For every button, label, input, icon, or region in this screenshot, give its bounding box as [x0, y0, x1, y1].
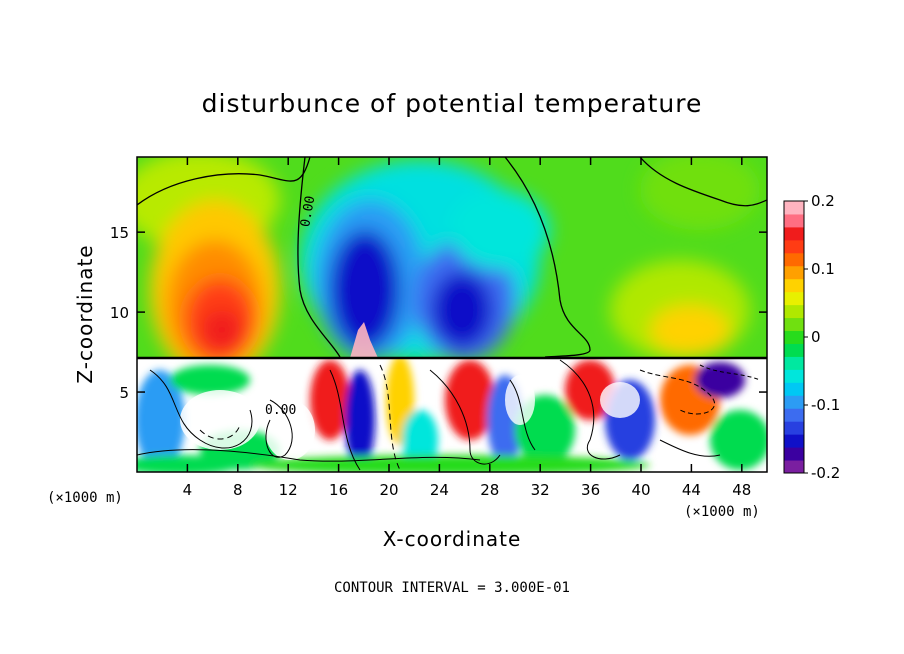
x-tick-label: 4: [183, 481, 193, 499]
colorbar-swatch: [784, 317, 804, 332]
x-tick-label: 20: [379, 481, 398, 499]
lower-contour-label: 0.00: [265, 403, 296, 418]
colorbar-swatch: [784, 265, 804, 280]
upper-field: 0.00: [137, 157, 767, 358]
x-tick-label: 8: [233, 481, 243, 499]
colorbar-swatch: [784, 369, 804, 383]
colorbar-swatch: [784, 356, 804, 370]
colorbar-tick-label: -0.2: [811, 464, 840, 482]
contour-interval-note: CONTOUR INTERVAL = 3.000E-01: [334, 580, 570, 596]
colorbar-swatch: [784, 330, 804, 344]
x-tick-label: 36: [581, 481, 600, 499]
colorbar-swatch: [784, 421, 804, 435]
colorbar-swatch: [784, 408, 804, 422]
colorbar-swatch: [784, 460, 804, 474]
colorbar-swatch: [784, 382, 804, 396]
colorbar-swatch: [784, 201, 804, 215]
colorbar-swatch: [784, 213, 804, 228]
colorbar-swatch: [784, 252, 804, 267]
x-tick-label: 48: [732, 481, 751, 499]
upper-contour-label: 0.00: [298, 195, 318, 228]
x-tick-label: 28: [480, 481, 499, 499]
colorbar-swatch: [784, 239, 804, 254]
x-tick-label: 16: [329, 481, 348, 499]
y-tick-label: 5: [119, 384, 129, 402]
x-unit-label-left: (×1000 m): [47, 490, 123, 506]
colorbar-swatch: [784, 447, 804, 461]
colorbar-tick-label: 0.2: [811, 192, 835, 210]
y-axis: 5 10 15: [110, 224, 767, 402]
colorbar-swatch: [784, 304, 804, 319]
x-axis: 4 8 12 16 20 24 28 32 36 40 44 48: [183, 157, 751, 499]
y-tick-label: 10: [110, 304, 129, 322]
y-axis-title: Z-coordinate: [73, 244, 97, 383]
colorbar-swatch: [784, 343, 804, 357]
x-tick-label: 32: [531, 481, 550, 499]
colorbar-swatch: [784, 291, 804, 306]
colorbar-swatch: [784, 278, 804, 293]
x-tick-label: 12: [279, 481, 298, 499]
colorbar: 0.2 0.1 0 -0.1 -0.2: [783, 192, 840, 482]
x-axis-title: X-coordinate: [383, 527, 522, 551]
plot-frame: [136, 156, 768, 473]
x-unit-label-right: (×1000 m): [684, 504, 760, 520]
colorbar-tick-label: 0.1: [811, 260, 835, 278]
colorbar-swatch: [784, 395, 804, 409]
colorbar-tick-label: 0: [811, 328, 821, 346]
y-tick-label: 15: [110, 224, 129, 242]
chart-title: disturbunce of potential temperature: [202, 89, 703, 118]
colorbar-swatch: [784, 226, 804, 241]
lower-field: 0.00: [137, 358, 767, 472]
x-tick-label: 44: [682, 481, 701, 499]
x-tick-label: 24: [430, 481, 449, 499]
x-tick-label: 40: [631, 481, 650, 499]
colorbar-swatch: [784, 434, 804, 448]
colorbar-tick-label: -0.1: [811, 396, 840, 414]
plot-area: 0.00: [136, 156, 768, 473]
